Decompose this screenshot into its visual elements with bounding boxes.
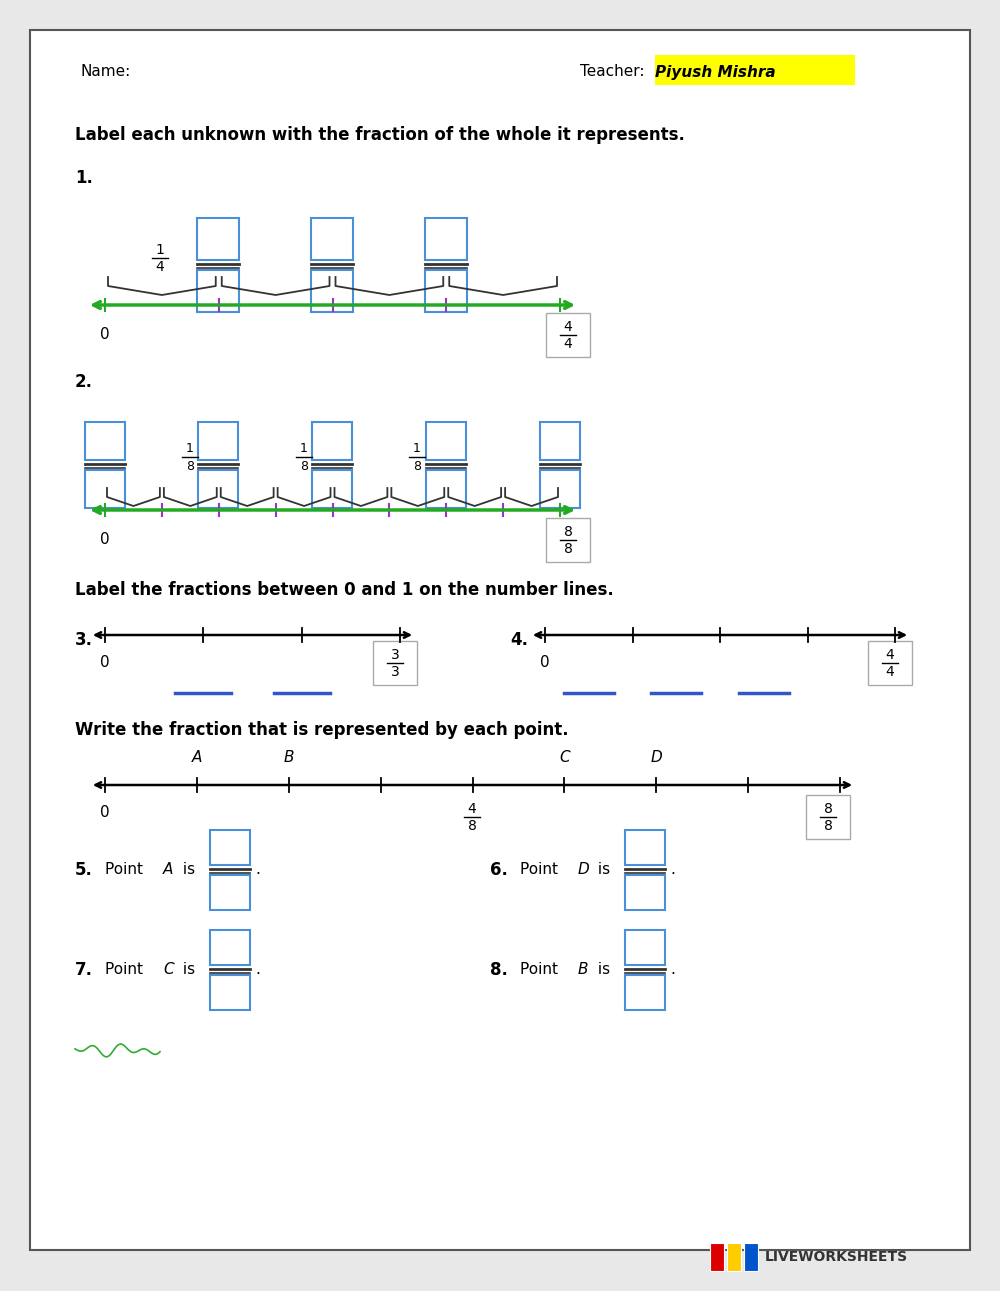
Bar xyxy=(198,422,238,460)
Bar xyxy=(312,422,352,460)
Bar xyxy=(426,422,466,460)
Text: .: . xyxy=(255,862,260,878)
Bar xyxy=(540,470,580,507)
Text: C: C xyxy=(163,963,174,977)
Text: 0: 0 xyxy=(100,532,110,547)
Text: 8: 8 xyxy=(186,460,194,473)
Text: 1: 1 xyxy=(300,443,308,456)
Text: 8: 8 xyxy=(824,802,832,816)
Text: B: B xyxy=(578,963,588,977)
Text: is: is xyxy=(178,862,195,878)
Text: 1: 1 xyxy=(413,443,421,456)
Text: 7.: 7. xyxy=(75,961,93,979)
Text: 4: 4 xyxy=(564,320,572,334)
Text: 0: 0 xyxy=(100,655,110,670)
Text: 8: 8 xyxy=(468,818,476,833)
Text: A: A xyxy=(163,862,173,878)
Bar xyxy=(625,930,665,964)
Bar xyxy=(85,470,125,507)
Text: Point: Point xyxy=(520,862,563,878)
Bar xyxy=(426,470,466,507)
Bar xyxy=(710,1243,724,1272)
Bar xyxy=(868,642,912,686)
Text: Piyush Mishra: Piyush Mishra xyxy=(655,65,776,80)
Bar xyxy=(210,975,250,1010)
Text: D: D xyxy=(650,750,662,766)
Text: D: D xyxy=(578,862,590,878)
Text: Label the fractions between 0 and 1 on the number lines.: Label the fractions between 0 and 1 on t… xyxy=(75,581,614,599)
Text: C: C xyxy=(559,750,570,766)
Text: .: . xyxy=(670,862,675,878)
Text: LIVEWORKSHEETS: LIVEWORKSHEETS xyxy=(765,1250,908,1264)
Bar xyxy=(210,930,250,964)
Text: 4: 4 xyxy=(468,802,476,816)
Bar xyxy=(198,470,238,507)
Text: 2.: 2. xyxy=(75,373,93,391)
Bar xyxy=(625,975,665,1010)
Text: A: A xyxy=(192,750,202,766)
Bar xyxy=(210,875,250,910)
Text: Point: Point xyxy=(520,963,563,977)
Text: 4: 4 xyxy=(886,665,894,679)
Bar xyxy=(197,270,239,312)
Text: 4: 4 xyxy=(156,259,164,274)
Text: 3: 3 xyxy=(391,648,399,662)
Bar xyxy=(744,1243,758,1272)
Text: 8: 8 xyxy=(300,460,308,473)
Bar xyxy=(197,218,239,259)
Bar xyxy=(210,830,250,865)
Text: is: is xyxy=(593,862,610,878)
Text: 1.: 1. xyxy=(75,169,93,187)
Bar xyxy=(806,795,850,839)
Bar xyxy=(373,642,417,686)
Text: .: . xyxy=(670,963,675,977)
Text: is: is xyxy=(593,963,610,977)
Text: 8.: 8. xyxy=(490,961,508,979)
Text: is: is xyxy=(178,963,195,977)
Text: 4: 4 xyxy=(886,648,894,662)
Bar xyxy=(425,218,467,259)
Text: 0: 0 xyxy=(100,806,110,820)
Bar xyxy=(425,270,467,312)
Text: 0: 0 xyxy=(540,655,550,670)
Text: Name:: Name: xyxy=(80,65,130,80)
Bar xyxy=(540,422,580,460)
Text: B: B xyxy=(284,750,294,766)
Text: 0: 0 xyxy=(100,327,110,342)
Text: 3: 3 xyxy=(391,665,399,679)
Bar xyxy=(311,270,353,312)
Bar xyxy=(546,312,590,358)
Text: 1: 1 xyxy=(156,243,164,257)
Text: Teacher:: Teacher: xyxy=(580,65,649,80)
Bar xyxy=(727,1243,741,1272)
Text: Point: Point xyxy=(105,963,148,977)
Text: .: . xyxy=(255,963,260,977)
Bar xyxy=(546,518,590,562)
Bar xyxy=(311,218,353,259)
Text: Label each unknown with the fraction of the whole it represents.: Label each unknown with the fraction of … xyxy=(75,127,685,145)
Text: 4: 4 xyxy=(564,337,572,351)
Text: 1: 1 xyxy=(186,443,194,456)
Text: 3.: 3. xyxy=(75,631,93,649)
Bar xyxy=(312,470,352,507)
Text: 5.: 5. xyxy=(75,861,93,879)
Text: 6.: 6. xyxy=(490,861,508,879)
Bar xyxy=(655,56,855,85)
Bar xyxy=(85,422,125,460)
Text: 8: 8 xyxy=(413,460,421,473)
Text: 8: 8 xyxy=(564,525,572,540)
Bar xyxy=(625,830,665,865)
Text: Write the fraction that is represented by each point.: Write the fraction that is represented b… xyxy=(75,720,569,738)
Text: 8: 8 xyxy=(564,542,572,556)
Bar xyxy=(625,875,665,910)
Text: 8: 8 xyxy=(824,818,832,833)
Text: 4.: 4. xyxy=(510,631,528,649)
Text: Point: Point xyxy=(105,862,148,878)
